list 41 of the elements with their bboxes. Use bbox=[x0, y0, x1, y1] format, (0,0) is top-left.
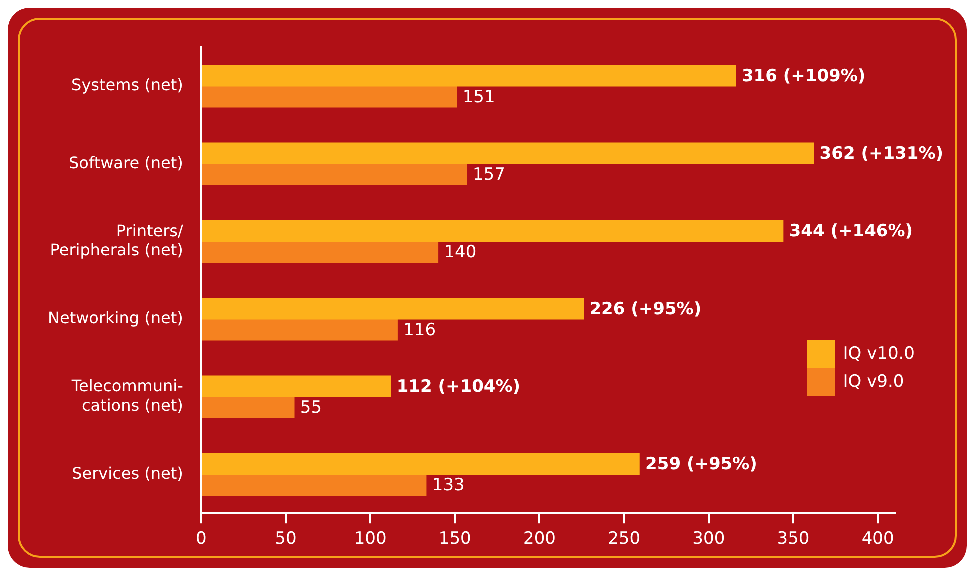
y-tick-label: Services (net) bbox=[72, 464, 184, 483]
bar bbox=[202, 220, 784, 242]
bar bbox=[202, 376, 392, 398]
data-label: 226 (+95%) bbox=[590, 299, 702, 320]
data-label: 140 bbox=[444, 242, 477, 263]
x-tick-label: 50 bbox=[275, 529, 297, 550]
bar bbox=[202, 453, 640, 476]
legend-label: IQ v10.0 bbox=[843, 344, 915, 364]
data-label: 344 (+146%) bbox=[789, 222, 914, 242]
data-label: 362 (+131%) bbox=[820, 144, 944, 164]
bar bbox=[202, 474, 427, 496]
data-label: 133 bbox=[432, 476, 465, 496]
y-tick-label: Software (net) bbox=[69, 153, 184, 172]
x-tick-label: 400 bbox=[862, 529, 894, 550]
bar bbox=[202, 298, 584, 320]
x-tick-label: 200 bbox=[524, 529, 556, 550]
x-tick-label: 350 bbox=[777, 529, 810, 550]
data-label: 259 (+95%) bbox=[646, 454, 758, 475]
bar bbox=[202, 142, 814, 164]
x-tick-label: 150 bbox=[438, 529, 472, 550]
y-tick-label: Networking (net) bbox=[48, 308, 184, 328]
data-label: 55 bbox=[300, 398, 322, 418]
bar bbox=[202, 241, 439, 264]
bar bbox=[202, 319, 398, 341]
x-tick-label: 100 bbox=[354, 529, 387, 550]
data-label: 157 bbox=[472, 165, 506, 186]
x-tick-label: 300 bbox=[692, 529, 726, 550]
x-tick-label: 0 bbox=[196, 529, 207, 550]
data-label: 112 (+104%) bbox=[396, 377, 521, 398]
bar bbox=[202, 65, 736, 87]
y-tick-label: Telecommuni- cations (net) bbox=[70, 376, 184, 415]
data-label: 116 bbox=[404, 320, 436, 340]
bar bbox=[202, 164, 468, 186]
data-label: 316 (+109%) bbox=[742, 66, 866, 86]
x-tick-label: 250 bbox=[608, 529, 641, 550]
y-tick-label: Printers/ Peripherals (net) bbox=[50, 221, 184, 260]
data-label: 151 bbox=[462, 87, 496, 108]
y-tick-label: Systems (net) bbox=[72, 76, 184, 95]
legend-label: IQ v9.0 bbox=[843, 372, 904, 392]
bar bbox=[202, 396, 295, 418]
bar bbox=[202, 86, 458, 108]
